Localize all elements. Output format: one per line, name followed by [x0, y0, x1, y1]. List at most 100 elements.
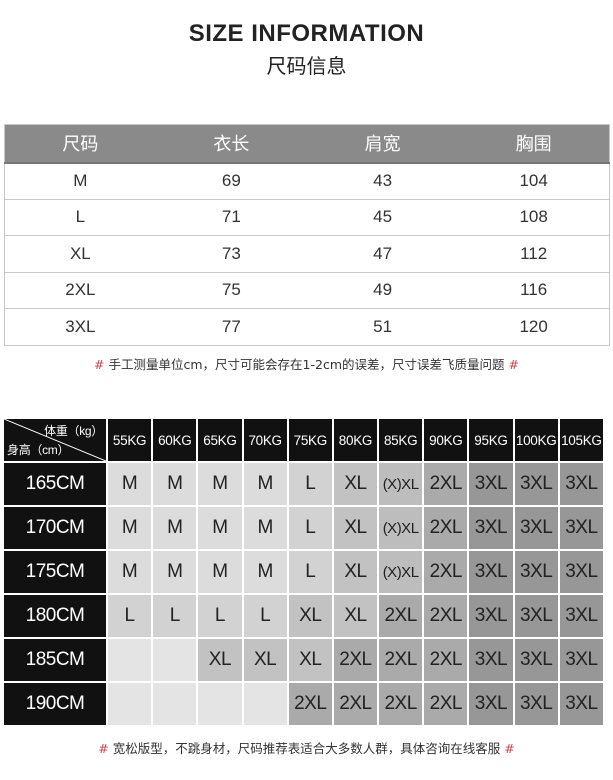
- table-row: 165CM M M M M L XL (X)XL 2XL 3XL 3XL 3XL: [4, 463, 603, 505]
- size-cell: M: [108, 551, 152, 593]
- table-cell: 3XL: [4, 308, 156, 346]
- size-cell: 2XL: [424, 507, 468, 549]
- title-chinese: 尺码信息: [266, 54, 347, 78]
- size-cell: 3XL: [514, 463, 558, 505]
- size-cell: M: [108, 463, 152, 505]
- size-cell: 3XL: [514, 595, 558, 637]
- size-cell: M: [243, 463, 287, 505]
- table-cell: 69: [155, 162, 307, 200]
- size-cell: 2XL: [333, 639, 378, 681]
- table-cell: 120: [458, 308, 610, 346]
- size-cell: M: [243, 551, 287, 593]
- weight-header: 100KG: [514, 419, 558, 461]
- size-cell: [153, 683, 197, 725]
- weight-header: 95KG: [469, 419, 513, 461]
- size-cell: 3XL: [469, 551, 513, 593]
- table-cell: 43: [307, 162, 459, 200]
- size-cell: 3XL: [514, 507, 558, 549]
- size-cell: 2XL: [288, 683, 332, 725]
- size-cell: 2XL: [333, 683, 378, 725]
- hash-mark: #: [508, 357, 519, 372]
- size-cell: XL: [333, 551, 378, 593]
- table-row: L 71 45 108: [4, 199, 610, 236]
- size-cell: XL: [333, 463, 378, 505]
- weight-header: 105KG: [559, 419, 603, 461]
- size-cell: M: [198, 551, 242, 593]
- size-cell: M: [198, 507, 242, 549]
- size-cell: 3XL: [559, 639, 603, 681]
- size-cell: 2XL: [424, 595, 468, 637]
- weight-header: 65KG: [198, 419, 242, 461]
- size-cell: M: [153, 463, 197, 505]
- table-row: 170CM M M M M L XL (X)XL 2XL 3XL 3XL 3XL: [4, 507, 603, 549]
- height-label: 190CM: [4, 683, 106, 725]
- column-header: 尺码: [4, 124, 156, 164]
- size-cell: XL: [198, 639, 242, 681]
- table-cell: M: [4, 162, 156, 200]
- size-cell: M: [243, 507, 287, 549]
- table-cell: L: [4, 199, 156, 236]
- size-cell: (X)XL: [379, 551, 423, 593]
- table-cell: 75: [155, 272, 307, 309]
- table-cell: 49: [307, 272, 459, 309]
- size-cell: 3XL: [559, 507, 603, 549]
- weight-header: 90KG: [424, 419, 468, 461]
- table-cell: XL: [4, 235, 156, 273]
- table-cell: 116: [458, 272, 610, 309]
- size-cell: (X)XL: [379, 507, 423, 549]
- size-cell: [108, 683, 152, 725]
- hash-mark: #: [504, 741, 515, 756]
- size-cell: L: [288, 507, 332, 549]
- size-cell: 2XL: [424, 551, 468, 593]
- size-cell: 3XL: [469, 639, 513, 681]
- size-cell: 2XL: [424, 683, 468, 725]
- diagonal-line: [4, 419, 106, 461]
- table-cell: 51: [307, 308, 459, 346]
- table-cell: 108: [458, 199, 610, 236]
- size-cell: M: [153, 507, 197, 549]
- table-row: 3XL 77 51 120: [4, 308, 610, 346]
- table-cell: 73: [155, 235, 307, 273]
- size-measurement-table: 尺码 衣长 肩宽 胸围 M 69 43 104 L 71 45 108 XL 73 47 112 2XL 75 4…: [4, 124, 610, 346]
- table-row: 185CM XL XL XL 2XL 2XL 2XL 3XL 3XL 3XL: [4, 639, 603, 681]
- size-cell: L: [198, 595, 242, 637]
- size-cell: L: [243, 595, 287, 637]
- size-cell: L: [288, 551, 332, 593]
- table-cell: 71: [155, 199, 307, 236]
- weight-header: 75KG: [288, 419, 332, 461]
- table-cell: 112: [458, 235, 610, 273]
- height-label: 185CM: [4, 639, 106, 681]
- size-cell: M: [108, 507, 152, 549]
- weight-header: 55KG: [108, 419, 152, 461]
- measurement-note: # 手工测量单位cm，尺寸可能会存在1-2cm的误差，尺寸误差飞质量问题 #: [0, 354, 613, 373]
- size-cell: (X)XL: [379, 463, 423, 505]
- table-row: 175CM M M M M L XL (X)XL 2XL 3XL 3XL 3XL: [4, 551, 603, 593]
- weight-header: 70KG: [243, 419, 287, 461]
- table-cell: 2XL: [4, 272, 156, 309]
- size-cell: 3XL: [514, 639, 558, 681]
- size-cell: M: [153, 551, 197, 593]
- table-row: XL 73 47 112: [4, 235, 610, 273]
- table-row: 180CM L L L L XL XL 2XL 2XL 3XL 3XL 3XL: [4, 595, 603, 637]
- height-label: 165CM: [4, 463, 106, 505]
- size-cell: M: [198, 463, 242, 505]
- height-label: 175CM: [4, 551, 106, 593]
- height-label: 170CM: [4, 507, 106, 549]
- size-cell: 3XL: [469, 463, 513, 505]
- table-cell: 104: [458, 162, 610, 200]
- size-cell: 3XL: [559, 551, 603, 593]
- table-row: 190CM 2XL 2XL 2XL 2XL 3XL 3XL 3XL: [4, 683, 603, 725]
- table-cell: 47: [307, 235, 459, 273]
- size-cell: L: [108, 595, 152, 637]
- size-cell: 3XL: [559, 595, 603, 637]
- size-cell: XL: [288, 639, 332, 681]
- height-axis-label: 身高（cm）: [7, 443, 70, 457]
- column-header: 胸围: [458, 124, 610, 164]
- size-cell: 3XL: [469, 683, 513, 725]
- height-label: 180CM: [4, 595, 106, 637]
- size-cell: 2XL: [424, 463, 468, 505]
- size-cell: 2XL: [424, 639, 468, 681]
- column-header: 衣长: [155, 124, 307, 164]
- size-cell: [108, 639, 152, 681]
- size-cell: [243, 683, 287, 725]
